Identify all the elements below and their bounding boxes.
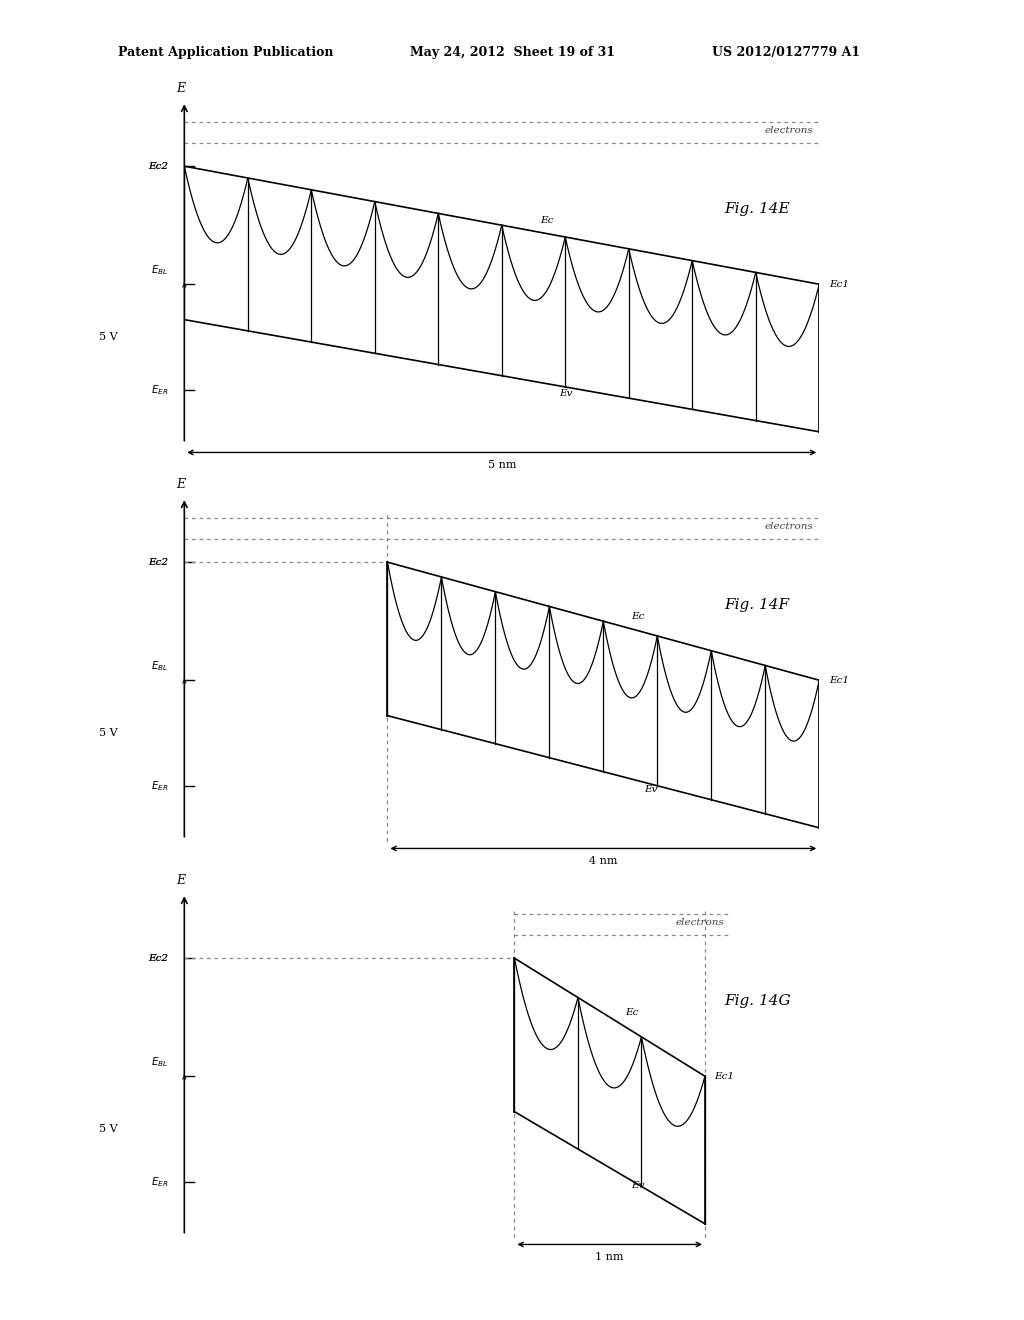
Text: Ec2: Ec2 [148, 161, 168, 170]
Text: Ec1: Ec1 [828, 280, 849, 289]
Text: May 24, 2012  Sheet 19 of 31: May 24, 2012 Sheet 19 of 31 [410, 46, 614, 59]
Text: Ec: Ec [631, 612, 645, 622]
Text: Ec2: Ec2 [148, 161, 168, 170]
Text: Ec2: Ec2 [148, 557, 168, 566]
Text: $E_{ER}$: $E_{ER}$ [151, 780, 168, 793]
Text: Ec1: Ec1 [828, 676, 849, 685]
Text: Ec2: Ec2 [148, 953, 168, 962]
Text: $E_{BL}$: $E_{BL}$ [152, 659, 168, 673]
Text: electrons: electrons [764, 523, 813, 531]
Text: Ec2: Ec2 [148, 557, 168, 566]
Text: E: E [176, 874, 185, 887]
Text: electrons: electrons [675, 919, 724, 927]
Text: Ev: Ev [631, 1181, 645, 1191]
Text: electrons: electrons [764, 127, 813, 135]
Text: Patent Application Publication: Patent Application Publication [118, 46, 333, 59]
Text: US 2012/0127779 A1: US 2012/0127779 A1 [712, 46, 860, 59]
Text: E: E [176, 478, 185, 491]
Text: Fig. 14E: Fig. 14E [724, 202, 790, 215]
Text: 5 nm: 5 nm [487, 459, 516, 470]
Text: Ev: Ev [644, 785, 657, 795]
Text: $E_{ER}$: $E_{ER}$ [151, 384, 168, 397]
Text: 5 V: 5 V [99, 1125, 118, 1134]
Text: 5 V: 5 V [99, 333, 118, 342]
Text: Ec1: Ec1 [715, 1072, 734, 1081]
Text: 1 nm: 1 nm [595, 1251, 624, 1262]
Text: Ec: Ec [540, 216, 553, 226]
Text: E: E [176, 82, 185, 95]
Text: Ec2: Ec2 [148, 953, 168, 962]
Text: 4 nm: 4 nm [589, 855, 617, 866]
Text: Ev: Ev [559, 389, 572, 399]
Text: $E_{BL}$: $E_{BL}$ [152, 263, 168, 277]
Text: Fig. 14G: Fig. 14G [724, 994, 791, 1007]
Text: 5 V: 5 V [99, 729, 118, 738]
Text: Fig. 14F: Fig. 14F [724, 598, 790, 611]
Text: $E_{BL}$: $E_{BL}$ [152, 1055, 168, 1069]
Text: Ec: Ec [626, 1008, 639, 1018]
Text: $E_{ER}$: $E_{ER}$ [151, 1176, 168, 1189]
